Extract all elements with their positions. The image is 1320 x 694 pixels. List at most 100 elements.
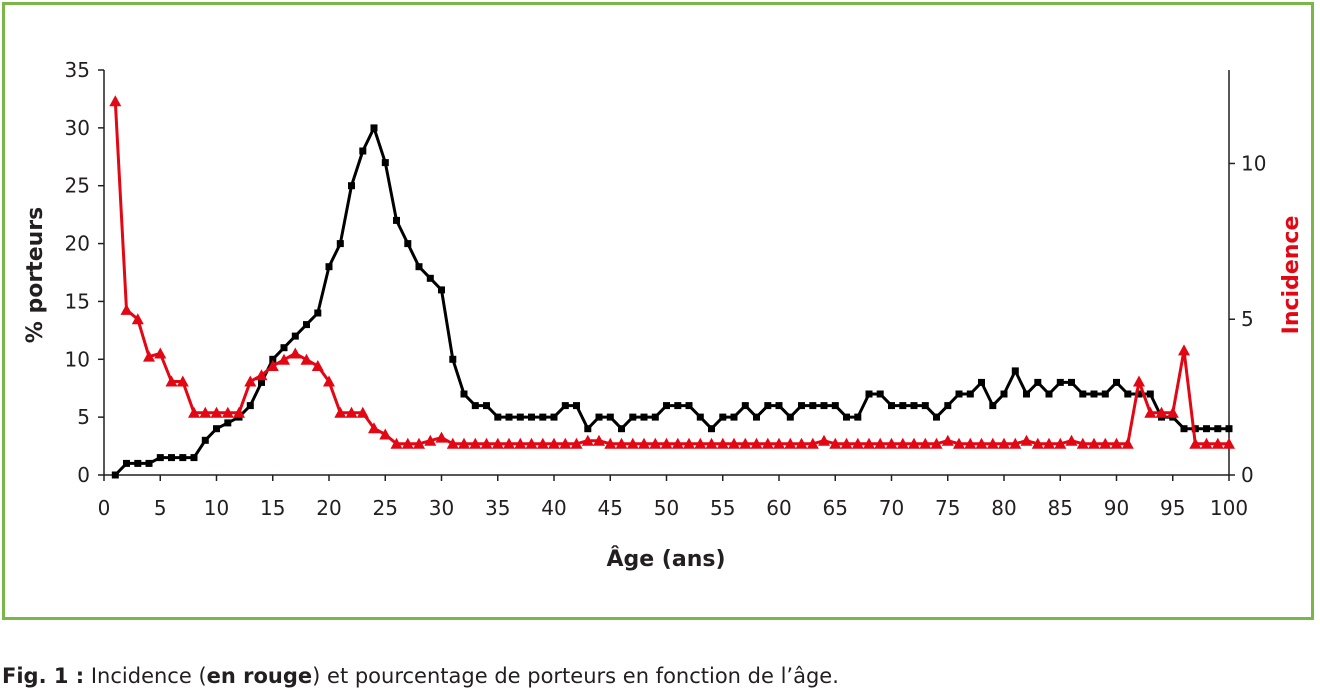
incidence-point [559,437,572,449]
porteurs-point [381,159,389,167]
incidence-point [728,437,740,449]
y-left-tick-label: 35 [65,58,90,82]
x-tick-label: 20 [316,496,341,520]
incidence-point [975,437,988,449]
porteurs-point [854,413,862,421]
porteurs-point [775,402,783,410]
incidence-point [818,434,830,446]
incidence-point [986,437,999,449]
porteurs-point [1146,390,1154,398]
incidence-point [829,437,842,449]
incidence-point [750,437,763,449]
incidence-point [109,95,122,107]
y-left-tick-label: 25 [65,174,90,198]
porteurs-point [134,459,142,467]
porteurs-point [190,454,198,462]
porteurs-point [708,425,715,433]
incidence-point [896,437,909,449]
incidence-point [165,375,178,387]
porteurs-point [291,332,299,340]
incidence-point [514,437,527,449]
incidence-point [221,406,234,418]
incidence-point [503,437,515,449]
incidence-point [379,428,392,440]
porteurs-point [539,413,547,421]
incidence-point [199,406,212,418]
porteurs-point [1068,378,1075,386]
incidence-point [491,437,504,449]
porteurs-point [730,413,738,421]
porteurs-point [1203,425,1210,433]
porteurs-point [1225,425,1233,433]
incidence-point [233,406,245,418]
incidence-point [705,437,718,449]
incidence-point [266,360,279,371]
porteurs-point [741,402,749,410]
incidence-point [255,369,268,381]
incidence-point [424,434,437,446]
porteurs-point [449,355,457,363]
incidence-point [773,437,785,449]
porteurs-point [303,321,310,329]
porteurs-point [595,413,603,421]
porteurs-point [561,402,569,410]
x-tick-label: 35 [485,496,510,520]
porteurs-point [111,471,119,479]
incidence-point [615,437,628,449]
dual-axis-line-chart: 0 5 10 15 20 25 30 35 40 45 50 55 60 65 70 75 80 85 90 95 10… [23,58,1304,572]
incidence-point [1133,375,1145,387]
incidence-point [874,437,887,449]
porteurs-point [1113,378,1120,386]
porteurs-point [325,263,333,271]
porteurs-point [966,390,974,398]
incidence-point [593,434,605,446]
x-tick-label: 50 [654,496,679,520]
porteurs-point [1056,378,1064,386]
x-tick-label: 65 [823,496,848,520]
porteurs-point [224,419,232,427]
incidence-point [154,347,167,359]
caption-text-post: ) et pourcentage de porteurs en fonction… [312,664,839,688]
porteurs-point [494,413,502,421]
x-tick-label: 25 [373,496,398,520]
incidence-point [604,437,617,449]
porteurs-point [764,402,772,410]
incidence-point [356,406,369,418]
porteurs-point [651,413,659,421]
incidence-point [334,406,347,418]
porteurs-point [179,454,187,462]
incidence-point [919,437,932,449]
incidence-point [323,375,335,387]
figure-caption: Fig. 1 : Incidence (en rouge) et pourcen… [2,664,839,688]
series-incidence [109,95,1235,449]
porteurs-point [809,402,817,410]
porteurs-point [1011,367,1019,375]
porteurs-point [1135,390,1143,398]
incidence-point [289,347,302,359]
porteurs-point [696,413,704,421]
incidence-point [795,437,808,449]
porteurs-point [865,390,873,398]
x-tick-label: 60 [766,496,791,520]
y-left-tick-label: 20 [65,232,90,256]
porteurs-point [516,413,524,421]
porteurs-point [483,402,490,410]
caption-text-bold: en rouge [206,664,313,688]
incidence-point [885,437,898,449]
porteurs-point [1180,425,1188,433]
porteurs-point [404,240,412,248]
incidence-point [1189,437,1202,449]
x-tick-label: 45 [598,496,623,520]
porteurs-point [1000,390,1008,398]
porteurs-point [888,402,895,410]
porteurs-point [618,425,625,433]
porteurs-point [246,402,254,410]
y-right-tick-label: 5 [1241,307,1254,331]
incidence-point [739,437,752,449]
incidence-point [1211,437,1224,449]
incidence-point [435,431,448,443]
porteurs-point [1191,425,1199,433]
incidence-point [863,437,875,449]
porteurs-point [528,413,535,421]
y-right-tick-label: 10 [1241,151,1266,175]
